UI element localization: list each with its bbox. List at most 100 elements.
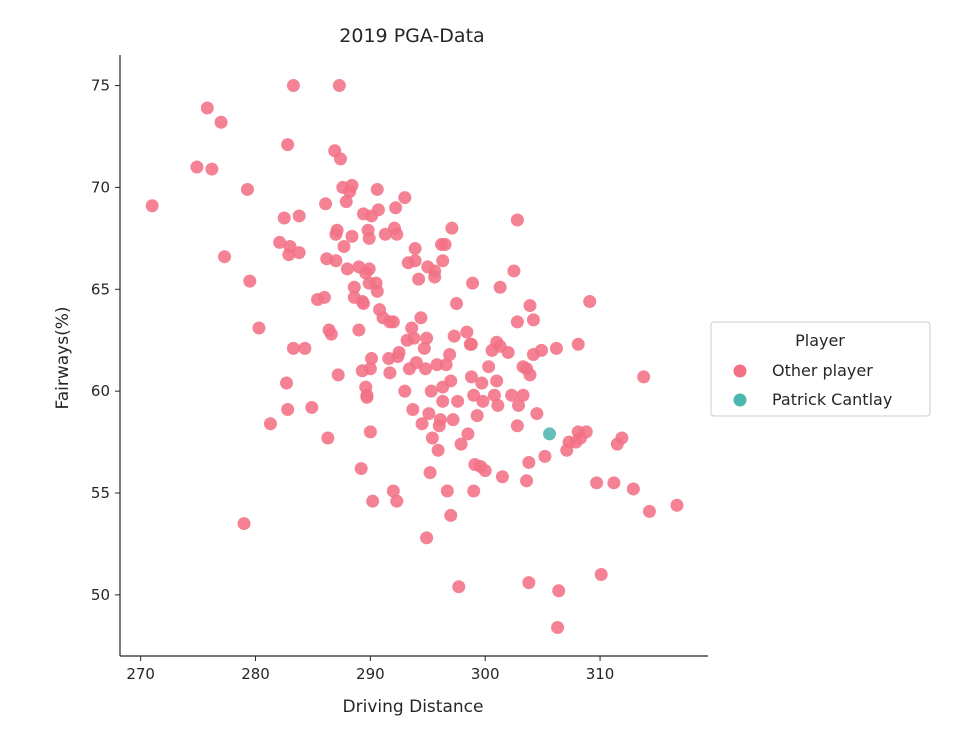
data-point-other-player xyxy=(362,262,376,276)
data-point-other-player xyxy=(366,494,380,508)
data-point-other-player xyxy=(490,374,504,388)
data-point-other-player xyxy=(363,362,377,376)
data-point-other-player xyxy=(243,274,257,288)
data-point-other-player xyxy=(386,484,400,498)
data-point-other-player xyxy=(292,209,306,223)
data-point-other-player xyxy=(493,280,507,294)
data-point-other-player xyxy=(340,262,354,276)
data-point-other-player xyxy=(530,407,544,421)
data-point-other-player xyxy=(252,321,266,335)
data-point-patrick-cantlay xyxy=(543,427,557,441)
data-point-other-player xyxy=(298,341,312,355)
data-point-other-player xyxy=(436,394,450,408)
data-point-other-player xyxy=(476,394,490,408)
x-axis-label: Driving Distance xyxy=(343,697,484,717)
data-point-other-player xyxy=(626,482,640,496)
data-point-other-player xyxy=(317,290,331,304)
data-point-other-player xyxy=(390,227,404,241)
data-point-other-player xyxy=(405,321,419,335)
data-point-other-player xyxy=(277,211,291,225)
data-point-other-player xyxy=(510,419,524,433)
data-point-other-player xyxy=(428,270,442,284)
data-point-other-player xyxy=(615,431,629,445)
data-point-other-player xyxy=(438,237,452,251)
data-point-other-player xyxy=(390,494,404,508)
legend-marker-patrick-cantlay xyxy=(733,393,747,407)
data-point-other-player xyxy=(360,390,374,404)
data-point-other-player xyxy=(345,178,359,192)
x-tick-label: 310 xyxy=(586,665,615,683)
data-point-other-player xyxy=(522,576,536,590)
data-point-other-player xyxy=(345,229,359,243)
data-point-other-player xyxy=(507,264,521,278)
data-point-other-player xyxy=(362,231,376,245)
data-point-other-player xyxy=(347,280,361,294)
legend-entry-patrick-cantlay: Patrick Cantlay xyxy=(772,390,892,409)
data-point-other-player xyxy=(642,504,656,518)
data-point-other-player xyxy=(523,299,537,313)
data-point-other-player xyxy=(520,474,534,488)
y-axis-label: Fairways(%) xyxy=(53,306,73,409)
data-point-other-player xyxy=(505,388,519,402)
data-point-other-player xyxy=(190,160,204,174)
data-point-other-player xyxy=(451,394,465,408)
data-point-other-player xyxy=(389,201,403,215)
data-point-other-player xyxy=(501,345,515,359)
data-point-other-player xyxy=(418,362,432,376)
data-point-other-player xyxy=(363,425,377,439)
legend-box xyxy=(710,321,931,417)
data-point-other-player xyxy=(590,476,604,490)
data-point-other-player xyxy=(324,327,338,341)
data-point-other-player xyxy=(460,325,474,339)
data-point-other-player xyxy=(549,341,563,355)
data-point-other-player xyxy=(283,240,297,254)
data-point-other-player xyxy=(263,417,277,431)
data-point-other-player xyxy=(406,402,420,416)
data-point-other-player xyxy=(237,517,251,531)
data-point-other-player xyxy=(436,254,450,268)
data-point-other-player xyxy=(452,580,466,594)
legend-title: Player xyxy=(795,331,845,350)
data-point-other-player xyxy=(200,101,214,115)
data-point-other-player xyxy=(607,476,621,490)
data-point-other-player xyxy=(446,413,460,427)
data-point-other-player xyxy=(439,358,453,372)
data-point-other-player xyxy=(454,437,468,451)
data-point-other-player xyxy=(392,345,406,359)
x-tick-label: 300 xyxy=(471,665,500,683)
data-point-other-player xyxy=(425,431,439,445)
data-point-other-player xyxy=(378,227,392,241)
data-point-other-player xyxy=(467,484,481,498)
data-point-other-player xyxy=(370,182,384,196)
data-point-other-player xyxy=(512,398,526,412)
points-layer xyxy=(145,79,684,634)
data-point-other-player xyxy=(331,368,345,382)
data-point-other-player xyxy=(420,331,434,345)
data-point-other-player xyxy=(594,568,608,582)
data-point-other-player xyxy=(408,254,422,268)
y-tick-label: 65 xyxy=(91,280,110,298)
data-point-other-player xyxy=(510,315,524,329)
y-axis-ticks: 50 55 60 65 70 75 xyxy=(91,77,120,604)
data-point-other-player xyxy=(552,584,566,598)
data-point-other-player xyxy=(522,455,536,469)
data-point-other-player xyxy=(414,311,428,325)
data-point-other-player xyxy=(352,323,366,337)
data-point-other-player xyxy=(443,347,457,361)
data-point-other-player xyxy=(280,376,294,390)
chart-title: 2019 PGA-Data xyxy=(339,25,484,47)
data-point-other-player xyxy=(281,138,295,152)
data-point-other-player xyxy=(305,400,319,414)
data-point-other-player xyxy=(371,203,385,217)
data-point-other-player xyxy=(319,197,333,211)
data-point-other-player xyxy=(466,276,480,290)
data-point-other-player xyxy=(330,223,344,237)
data-point-other-player xyxy=(407,331,421,345)
data-point-other-player xyxy=(356,297,370,311)
y-tick-label: 50 xyxy=(91,586,110,604)
data-point-other-player xyxy=(449,297,463,311)
y-tick-label: 60 xyxy=(91,382,110,400)
data-point-other-player xyxy=(433,413,447,427)
data-point-other-player xyxy=(422,407,436,421)
data-point-other-player xyxy=(447,329,461,343)
